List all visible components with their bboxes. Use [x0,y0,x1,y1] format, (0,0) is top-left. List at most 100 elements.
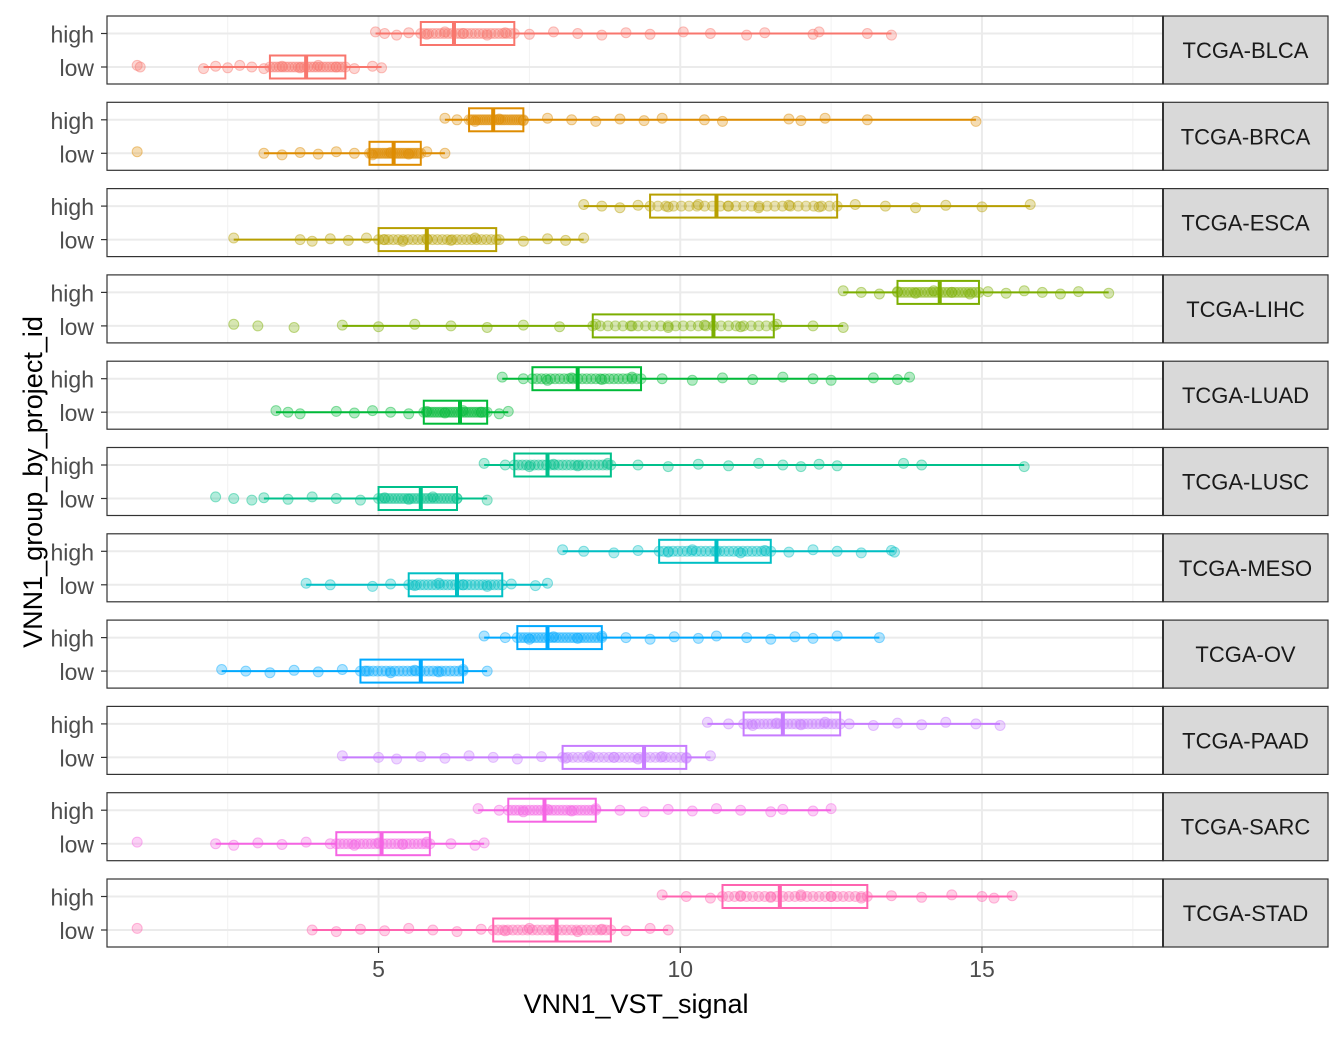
data-point-low [433,666,445,678]
data-point-high [813,458,825,470]
data-point-high [589,459,601,471]
strip-label: TCGA-OV [1195,642,1296,667]
data-point-low [131,59,143,71]
data-point-low [405,493,417,504]
data-point-low [448,665,460,677]
data-point-low [584,750,596,762]
data-point-high [594,373,606,385]
y-tick-label-high: high [51,108,94,134]
data-point-high [568,804,580,816]
data-point-high [902,286,914,298]
data-point-low [502,924,514,936]
data-point-high [813,891,825,902]
data-point-low [463,406,475,418]
data-point-low [700,320,712,332]
y-tick-label-high: high [51,453,94,479]
data-point-high [557,544,569,556]
data-point-high [632,545,644,556]
data-point-high [777,371,789,383]
data-point-high [561,804,573,816]
data-point-high [806,718,818,730]
data-point-low [517,319,529,331]
data-point-high [710,630,722,642]
data-point-low [493,408,505,420]
data-point-high [735,891,747,902]
data-point-high [608,547,620,559]
data-point-low [441,493,453,504]
panel-background [107,16,1163,84]
data-point-high [759,27,771,39]
data-point-high [581,459,593,471]
data-point-high [479,114,491,126]
data-point-low [407,579,419,591]
data-point-high [430,28,442,39]
data-point-low [440,665,452,677]
data-point-low [485,579,497,591]
data-point-low [571,924,583,936]
data-point-low [330,146,342,158]
data-point-low [656,751,668,763]
data-point-high [525,632,537,644]
data-point-high [861,114,873,126]
data-point-high [438,28,450,39]
data-point-low [403,148,415,160]
data-point-low [348,63,360,75]
data-point-high [572,632,584,644]
data-point-high [700,545,712,557]
facet-panel-tcga-lihc: high low TCGA-LIHC [51,274,1329,344]
data-point-high [573,459,585,471]
data-point-low [431,493,443,504]
data-point-high [563,373,575,385]
data-point-low [421,146,433,158]
data-point-low [367,665,379,677]
data-point-high [497,114,509,126]
data-point-low [594,320,606,332]
data-point-high [818,718,830,730]
data-point-low [292,61,304,73]
strip-background [1162,619,1329,689]
data-point-low [412,234,424,246]
data-point-high [795,461,807,473]
data-point-high [784,200,796,212]
data-point-low [354,838,366,850]
data-point-high [520,459,532,471]
data-point-high [942,286,954,298]
data-point-low [603,751,615,763]
data-point-low [608,751,620,763]
data-point-high [554,632,566,644]
data-point-low [487,751,499,763]
data-point-high [888,546,900,558]
data-point-high [825,374,837,386]
data-point-high [822,718,834,730]
data-point-low [131,922,143,934]
data-point-high [681,545,693,557]
data-point-high [789,891,801,902]
strip-label: TCGA-BRCA [1181,124,1311,149]
data-point-low [252,320,264,332]
data-point-high [675,200,687,212]
data-point-high [910,202,922,214]
data-point-low [222,62,234,74]
data-point-low [294,408,306,420]
data-point-low [572,751,584,763]
data-point-low [264,667,276,679]
data-point-high [1036,286,1048,298]
data-point-high [499,459,511,471]
data-point-high [596,200,608,212]
data-point-high [831,630,843,642]
data-point-high [553,459,565,471]
y-tick-label-low: low [59,659,94,685]
data-point-low [409,580,421,592]
data-point-high [592,632,604,644]
data-point-low [361,838,373,850]
y-tick-label-high: high [51,280,94,306]
data-point-high [549,373,561,385]
data-point-low [560,234,572,246]
data-point-high [608,373,620,385]
data-point-low [427,665,439,677]
data-point-high [561,459,573,471]
strip-background [1162,878,1329,948]
data-point-low [289,61,301,73]
data-point-high [898,457,910,469]
strip-label: TCGA-LUAD [1182,383,1309,408]
